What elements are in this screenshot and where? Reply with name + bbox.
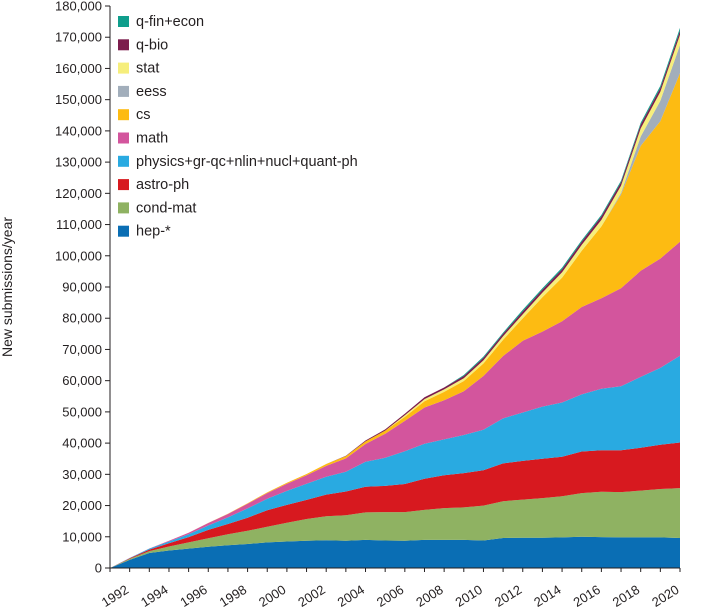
legend-label: physics+gr-qc+nlin+nucl+quant-ph (136, 154, 358, 170)
x-tick-label: 2020 (649, 582, 681, 608)
y-tick-label: 180,000 (55, 0, 102, 14)
y-axis: 0 10,000 20,000 30,000 40,000 50,000 60,000 70,… (55, 0, 111, 576)
area-series-1 (110, 488, 680, 568)
y-tick-label: 0 (95, 561, 102, 576)
legend-label: cs (136, 107, 151, 123)
y-tick-label: 170,000 (55, 30, 102, 45)
legend-swatch (118, 109, 129, 121)
x-tick-label: 1996 (177, 582, 209, 608)
legend-label: eess (136, 84, 167, 100)
x-tick-label: 2008 (413, 582, 445, 608)
legend-swatch (118, 62, 129, 74)
y-tick-label: 90,000 (62, 280, 102, 295)
x-tick-label: 2004 (335, 582, 367, 608)
y-tick-label: 110,000 (56, 217, 102, 232)
area-series-0 (110, 536, 680, 568)
legend-swatch (118, 85, 129, 97)
y-tick-label: 100,000 (55, 248, 102, 263)
legend-swatch (118, 155, 129, 167)
x-tick-label: 2000 (256, 582, 288, 608)
x-tick-label: 1994 (138, 582, 170, 608)
x-tick-label: 1992 (99, 582, 131, 608)
x-tick-label: 2006 (374, 582, 406, 608)
legend-label: astro-ph (136, 177, 189, 193)
legend-label: q-bio (136, 37, 168, 53)
legend-label: hep-* (136, 224, 171, 240)
y-tick-label: 80,000 (62, 311, 102, 326)
x-tick-label: 2002 (295, 582, 327, 608)
legend-label: math (136, 131, 168, 147)
y-tick-label: 30,000 (62, 467, 102, 482)
legend-label: stat (136, 61, 159, 77)
y-tick-label: 60,000 (62, 373, 102, 388)
legend-label: cond-mat (136, 200, 196, 216)
y-tick-label: 40,000 (62, 436, 102, 451)
legend-swatch (118, 225, 129, 237)
legend-swatch (118, 39, 129, 51)
y-tick-label: 150,000 (55, 92, 102, 107)
x-axis: 1992 1994 1996 1998 2000 2002 2004 2006 2008 2010… (99, 567, 682, 608)
area-series-3 (110, 355, 680, 568)
legend-swatch (118, 202, 129, 214)
y-tick-label: 10,000 (62, 529, 102, 544)
y-tick-label: 70,000 (62, 342, 102, 357)
y-tick-label: 130,000 (55, 155, 102, 170)
y-tick-label: 50,000 (62, 404, 102, 419)
x-tick-label: 2010 (453, 582, 485, 608)
x-tick-label: 2018 (610, 582, 642, 608)
y-tick-label: 140,000 (55, 123, 102, 138)
legend: q-fin+econ q-bio stat eess cs math physics+gr-… (118, 14, 358, 240)
area-layer (110, 27, 680, 568)
x-tick-label: 2014 (531, 582, 563, 608)
legend-swatch (118, 16, 129, 27)
legend-swatch (118, 132, 129, 144)
x-tick-label: 2016 (570, 582, 602, 608)
y-tick-label: 120,000 (55, 186, 102, 201)
y-axis-title: New submissions/year (0, 217, 15, 357)
legend-swatch (118, 179, 129, 191)
x-tick-label: 2012 (492, 582, 524, 608)
x-tick-label: 1998 (217, 582, 249, 608)
y-tick-label: 160,000 (55, 61, 102, 76)
area-series-2 (110, 442, 680, 568)
y-tick-label: 20,000 (62, 498, 102, 513)
legend-label: q-fin+econ (136, 14, 204, 30)
